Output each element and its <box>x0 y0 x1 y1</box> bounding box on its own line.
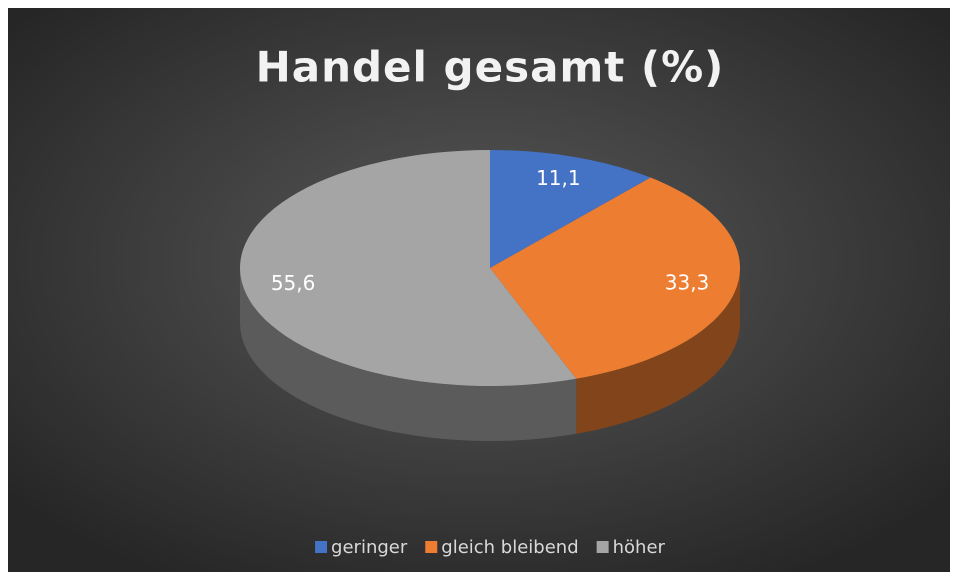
slice-side <box>240 268 577 441</box>
legend-label: gleich bleibend <box>441 537 578 558</box>
data-label: 33,3 <box>665 271 710 295</box>
data-label: 11,1 <box>536 166 581 190</box>
legend-swatch <box>315 541 328 553</box>
slice <box>240 150 577 386</box>
slice-side <box>576 268 740 434</box>
legend-label: geringer <box>331 537 408 558</box>
chart-title: Handel gesamt (%) <box>256 43 725 92</box>
legend-swatch <box>596 541 609 553</box>
slice <box>490 177 740 379</box>
data-label: 55,6 <box>271 271 316 295</box>
legend-label: höher <box>613 537 666 558</box>
slice <box>490 150 651 268</box>
legend-swatch <box>425 541 438 553</box>
